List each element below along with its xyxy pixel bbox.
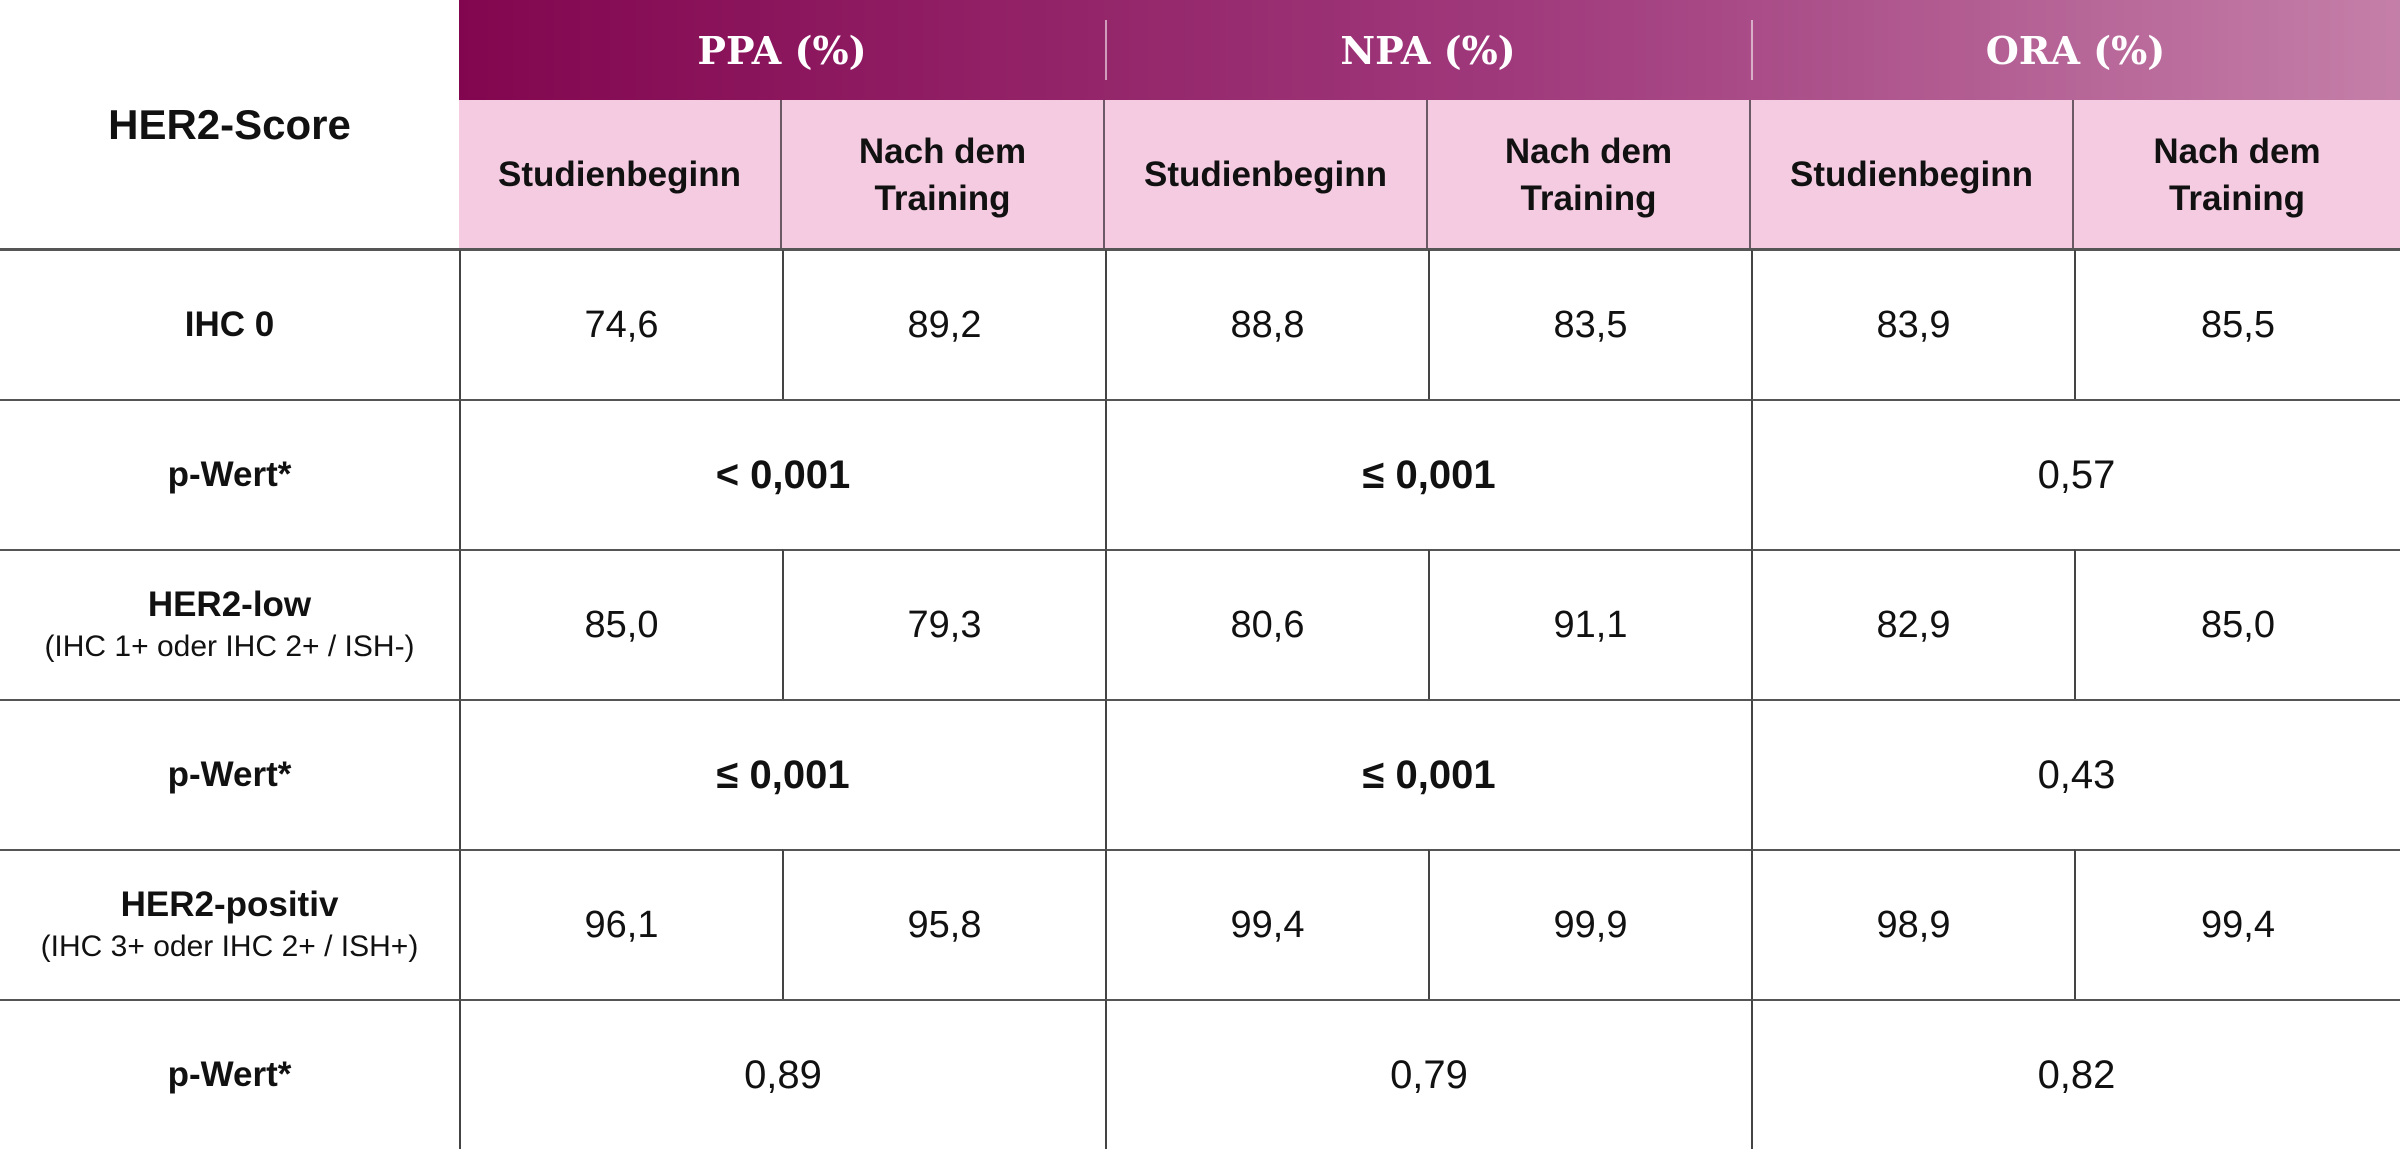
table-cell-value: 85,0: [459, 549, 782, 699]
row-sublabel-text: (IHC 1+ oder IHC 2+ / ISH-): [44, 630, 415, 663]
p-value-cell: ≤ 0,001: [1105, 699, 1751, 849]
table-cell-value: 83,9: [1751, 249, 2074, 399]
row-label: HER2-low (IHC 1+ oder IHC 2+ / ISH-): [0, 549, 459, 699]
row-label-text: p-Wert*: [167, 755, 292, 794]
group-header-ppa: PPA (%): [697, 27, 867, 73]
row-sublabel-text: (IHC 3+ oder IHC 2+ / ISH+): [40, 930, 419, 963]
row-label: p-Wert*: [0, 699, 459, 849]
table-cell-value: 89,2: [782, 249, 1105, 399]
row-label-header: HER2-Score: [108, 100, 351, 148]
table-cell-value: 99,9: [1428, 849, 1751, 999]
table-cell-value: 80,6: [1105, 549, 1428, 699]
group-header-npa: NPA (%): [1105, 0, 1751, 100]
row-label: HER2-positiv (IHC 3+ oder IHC 2+ / ISH+): [0, 849, 459, 999]
subheader-ora-after-training: Nach dem Training: [2074, 100, 2400, 249]
p-value-cell: ≤ 0,001: [1105, 399, 1751, 549]
p-value-cell: 0,57: [1751, 399, 2400, 549]
subheader-ppa-baseline: Studienbeginn: [459, 100, 782, 249]
p-value-cell: 0,43: [1751, 699, 2400, 849]
row-label: IHC 0: [0, 249, 459, 399]
table-cell-value: 82,9: [1751, 549, 2074, 699]
row-label-text: p-Wert*: [167, 455, 292, 494]
table-cell-value: 98,9: [1751, 849, 2074, 999]
row-label: p-Wert*: [0, 999, 459, 1149]
table-cell-value: 95,8: [782, 849, 1105, 999]
p-value-cell: 0,82: [1751, 999, 2400, 1149]
p-value-cell: < 0,001: [459, 399, 1105, 549]
row-label-text: IHC 0: [184, 305, 275, 344]
group-header-ora: ORA (%): [1751, 0, 2400, 100]
subheader-npa-after-training: Nach dem Training: [1428, 100, 1751, 249]
p-value-cell: 0,89: [459, 999, 1105, 1149]
table-cell-value: 96,1: [459, 849, 782, 999]
subheader-ppa-after-training: Nach dem Training: [782, 100, 1105, 249]
table-cell-value: 85,5: [2074, 249, 2400, 399]
table-cell-value: 91,1: [1428, 549, 1751, 699]
subheader-ora-baseline: Studienbeginn: [1751, 100, 2074, 249]
table-cell-value: 74,6: [459, 249, 782, 399]
table-cell-value: 85,0: [2074, 549, 2400, 699]
table-cell-value: 79,3: [782, 549, 1105, 699]
p-value-cell: ≤ 0,001: [459, 699, 1105, 849]
row-label: p-Wert*: [0, 399, 459, 549]
table-cell-value: 99,4: [2074, 849, 2400, 999]
row-label-text: p-Wert*: [167, 1055, 292, 1094]
row-label-text: HER2-low: [147, 585, 312, 624]
header-gradient-band: [459, 0, 2400, 100]
table-cell-value: 88,8: [1105, 249, 1428, 399]
row-label-text: HER2-positiv: [120, 885, 339, 924]
table-cell-value: 99,4: [1105, 849, 1428, 999]
p-value-cell: 0,79: [1105, 999, 1751, 1149]
table-cell-value: 83,5: [1428, 249, 1751, 399]
subheader-npa-baseline: Studienbeginn: [1105, 100, 1428, 249]
